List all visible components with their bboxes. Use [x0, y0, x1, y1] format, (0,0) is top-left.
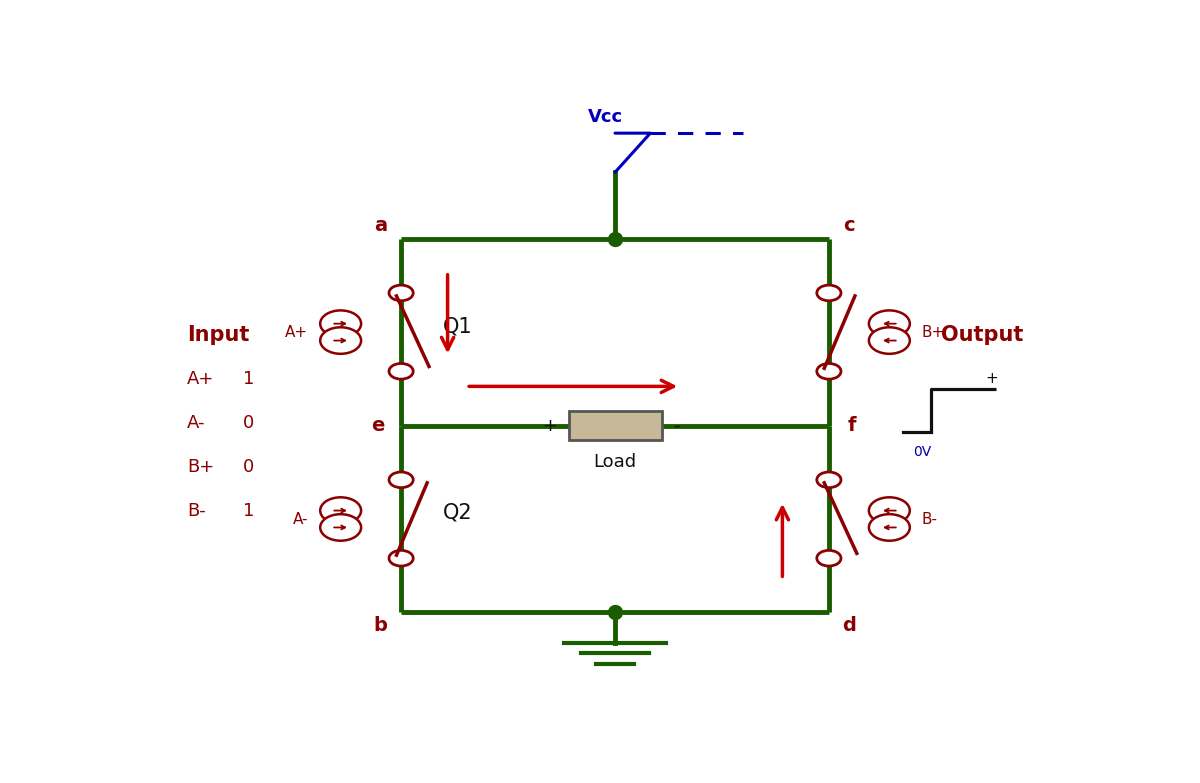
Text: B+: B+ — [922, 325, 946, 340]
Text: b: b — [373, 616, 388, 635]
Text: 0V: 0V — [913, 445, 931, 459]
Text: Q1: Q1 — [443, 316, 473, 336]
Circle shape — [869, 514, 910, 541]
Text: -: - — [673, 417, 679, 435]
Text: 0: 0 — [242, 414, 254, 432]
Circle shape — [817, 550, 841, 566]
Circle shape — [389, 550, 413, 566]
Text: A-: A- — [293, 511, 308, 526]
Text: 1: 1 — [242, 370, 254, 388]
Circle shape — [320, 514, 361, 541]
Circle shape — [320, 327, 361, 354]
Text: Input: Input — [187, 325, 250, 345]
Circle shape — [389, 472, 413, 488]
Text: Vcc: Vcc — [588, 108, 623, 126]
Text: B-: B- — [922, 511, 938, 526]
Text: A+: A+ — [187, 370, 215, 388]
Circle shape — [320, 310, 361, 337]
Circle shape — [869, 310, 910, 337]
Text: A+: A+ — [284, 325, 308, 340]
Circle shape — [817, 285, 841, 301]
Text: Q2: Q2 — [443, 503, 473, 523]
Text: d: d — [842, 616, 857, 635]
Text: +: + — [985, 371, 998, 386]
Text: A-: A- — [187, 414, 205, 432]
Circle shape — [817, 472, 841, 488]
Circle shape — [389, 363, 413, 379]
Text: B-: B- — [187, 502, 206, 520]
Circle shape — [817, 363, 841, 379]
Text: 1: 1 — [242, 502, 254, 520]
Text: e: e — [371, 416, 384, 435]
Text: Q3: Q3 — [871, 316, 900, 336]
Text: c: c — [844, 216, 856, 235]
Circle shape — [320, 497, 361, 524]
Text: 0: 0 — [242, 458, 254, 476]
Text: Q4: Q4 — [871, 503, 900, 523]
Text: B+: B+ — [187, 458, 215, 476]
Text: Load: Load — [594, 453, 636, 471]
Text: Output: Output — [941, 325, 1024, 345]
Text: a: a — [374, 216, 388, 235]
Circle shape — [869, 497, 910, 524]
Circle shape — [869, 327, 910, 354]
Text: f: f — [848, 416, 857, 435]
Text: +: + — [542, 417, 557, 435]
Circle shape — [389, 285, 413, 301]
Bar — [569, 411, 661, 440]
